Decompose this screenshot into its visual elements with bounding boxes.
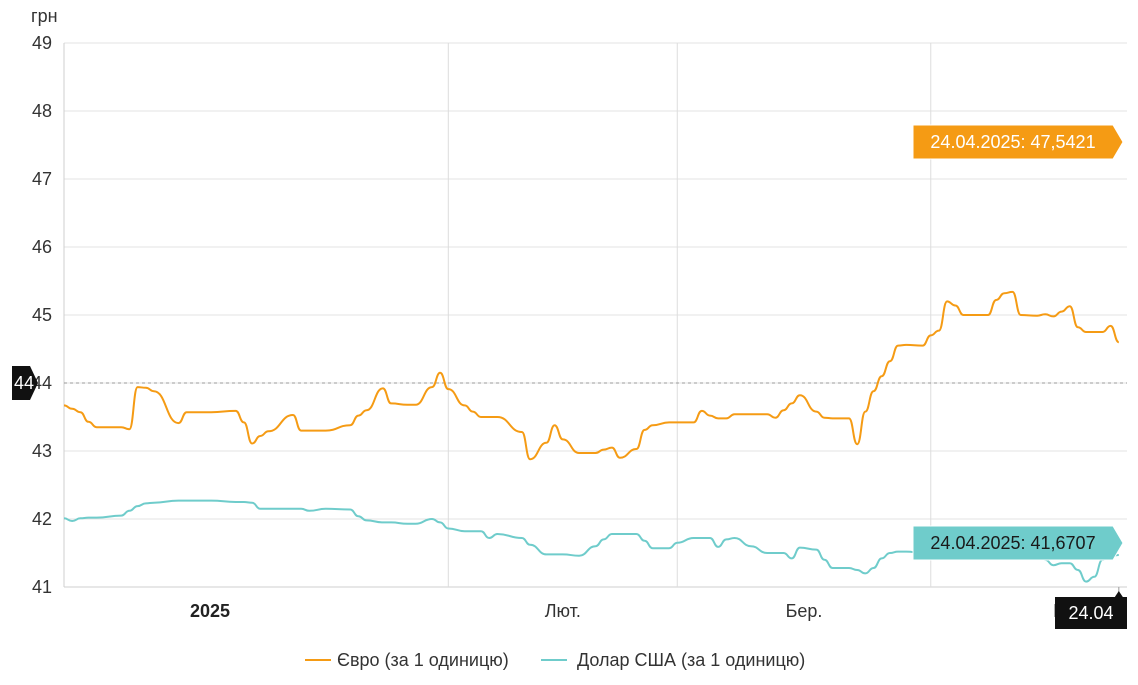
tooltip-euro-text: 24.04.2025: 47,5421 bbox=[930, 132, 1095, 152]
legend-label-euro: Євро (за 1 одиницю) bbox=[337, 650, 509, 670]
legend-label-usd: Долар США (за 1 одиницю) bbox=[577, 650, 805, 670]
y-tick-label: 48 bbox=[32, 101, 52, 121]
tooltip-usd-box bbox=[912, 525, 1124, 561]
y-tick-label: 44 bbox=[32, 373, 52, 393]
y-axis-ticks: 41 42 43 44 45 46 47 48 49 bbox=[32, 33, 52, 597]
x-tick-label: 2025 bbox=[190, 601, 230, 621]
y-tick-label: 45 bbox=[32, 305, 52, 325]
x-tick-label: Бер. bbox=[786, 601, 823, 621]
series-line-euro bbox=[63, 290, 1120, 461]
y-tick-label: 41 bbox=[32, 577, 52, 597]
tooltip-usd-text: 24.04.2025: 41,6707 bbox=[930, 533, 1095, 553]
crosshair-x-label-box bbox=[1055, 591, 1127, 629]
grid bbox=[63, 42, 1127, 588]
y-tick-label: 46 bbox=[32, 237, 52, 257]
crosshair-x-label: 24.04 bbox=[1068, 603, 1113, 623]
y-unit-label: грн bbox=[31, 6, 58, 26]
crosshair-y-label: 44 bbox=[14, 373, 34, 393]
y-tick-label: 47 bbox=[32, 169, 52, 189]
x-tick-label: Лют. bbox=[545, 601, 581, 621]
tooltips: 24.04.2025: 47,5421 24.04.2025: 41,6707 bbox=[912, 124, 1124, 561]
crosshair-y-label-box bbox=[12, 366, 38, 400]
y-tick-label: 49 bbox=[32, 33, 52, 53]
y-tick-label: 42 bbox=[32, 509, 52, 529]
legend: Євро (за 1 одиницю) Долар США (за 1 одини… bbox=[305, 650, 805, 670]
y-tick-label: 43 bbox=[32, 441, 52, 461]
crosshair: 44 24.04 bbox=[12, 366, 1127, 629]
tooltip-euro-box bbox=[912, 124, 1124, 160]
